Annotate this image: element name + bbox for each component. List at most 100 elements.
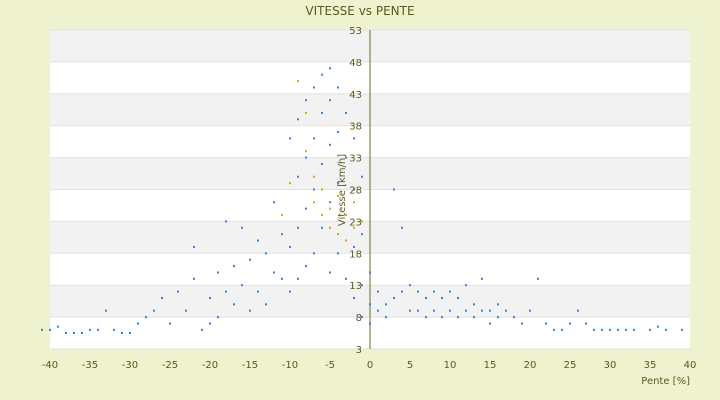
data-points <box>41 67 683 335</box>
x-tick-label: -35 <box>82 360 98 371</box>
data-point <box>297 118 299 121</box>
x-tick-label: 15 <box>484 360 497 371</box>
data-point <box>545 322 547 325</box>
data-point <box>193 245 195 248</box>
data-point <box>321 214 323 217</box>
data-point <box>633 328 635 331</box>
data-point <box>513 316 515 319</box>
data-point <box>353 226 355 229</box>
y-tick-label: 43 <box>349 90 362 101</box>
data-point <box>305 99 307 102</box>
data-point <box>345 214 347 217</box>
data-point <box>577 309 579 312</box>
data-point <box>129 332 131 335</box>
data-point <box>361 175 363 178</box>
data-point <box>145 316 147 319</box>
data-point <box>473 303 475 306</box>
data-point <box>457 316 459 319</box>
data-point <box>401 226 403 229</box>
data-point <box>329 201 331 204</box>
data-point <box>433 290 435 293</box>
data-point <box>345 239 347 242</box>
data-point <box>481 309 483 312</box>
data-point <box>617 328 619 331</box>
x-tick-label: 25 <box>564 360 577 371</box>
data-point <box>329 67 331 70</box>
x-tick-label: 35 <box>644 360 657 371</box>
x-tick-label: 5 <box>407 360 413 371</box>
data-point <box>505 309 507 312</box>
data-point <box>273 201 275 204</box>
data-point <box>225 290 227 293</box>
data-point <box>465 284 467 287</box>
chart-title: VITESSE vs PENTE <box>305 4 414 18</box>
data-point <box>353 137 355 140</box>
data-point <box>369 271 371 274</box>
data-point <box>441 316 443 319</box>
data-point <box>601 328 603 331</box>
data-point <box>425 296 427 299</box>
data-point <box>209 296 211 299</box>
data-point <box>361 316 363 319</box>
data-point <box>329 99 331 102</box>
data-point <box>361 220 363 223</box>
x-tick-label: 30 <box>604 360 617 371</box>
data-point <box>537 277 539 280</box>
data-point <box>561 328 563 331</box>
y-tick-label: 18 <box>349 249 362 260</box>
data-point <box>241 284 243 287</box>
data-point <box>305 265 307 268</box>
data-point <box>313 252 315 255</box>
data-point <box>337 86 339 89</box>
data-point <box>313 137 315 140</box>
data-point <box>177 290 179 293</box>
x-tick-label: 0 <box>367 360 373 371</box>
data-point <box>241 226 243 229</box>
data-point <box>409 284 411 287</box>
y-tick-label: 53 <box>349 26 362 37</box>
data-point <box>393 188 395 191</box>
data-point <box>681 328 683 331</box>
data-point <box>233 265 235 268</box>
y-tick-label: 33 <box>349 154 362 165</box>
y-tick-label: 48 <box>349 58 362 69</box>
data-point <box>305 207 307 210</box>
data-point <box>393 296 395 299</box>
data-point <box>329 207 331 210</box>
data-point <box>609 328 611 331</box>
data-point <box>65 332 67 335</box>
data-point <box>233 303 235 306</box>
data-point <box>121 332 123 335</box>
data-point <box>257 239 259 242</box>
data-point <box>217 316 219 319</box>
x-tick-label: 20 <box>524 360 537 371</box>
data-point <box>97 328 99 331</box>
y-tick-label: 38 <box>349 122 362 133</box>
data-point <box>113 328 115 331</box>
data-point <box>337 131 339 134</box>
data-point <box>337 233 339 236</box>
data-point <box>353 296 355 299</box>
data-point <box>289 245 291 248</box>
data-point <box>329 271 331 274</box>
data-point <box>289 137 291 140</box>
data-point <box>193 277 195 280</box>
x-tick-label: -10 <box>282 360 298 371</box>
data-point <box>201 328 203 331</box>
data-point <box>625 328 627 331</box>
data-point <box>585 322 587 325</box>
data-point <box>161 296 163 299</box>
data-point <box>41 328 43 331</box>
data-point <box>369 303 371 306</box>
data-point <box>281 233 283 236</box>
data-point <box>105 309 107 312</box>
data-point <box>441 296 443 299</box>
data-point <box>489 309 491 312</box>
data-point <box>49 328 51 331</box>
data-point <box>337 182 339 185</box>
data-point <box>297 226 299 229</box>
y-tick-label: 13 <box>349 281 362 292</box>
data-point <box>273 271 275 274</box>
data-point <box>361 284 363 287</box>
